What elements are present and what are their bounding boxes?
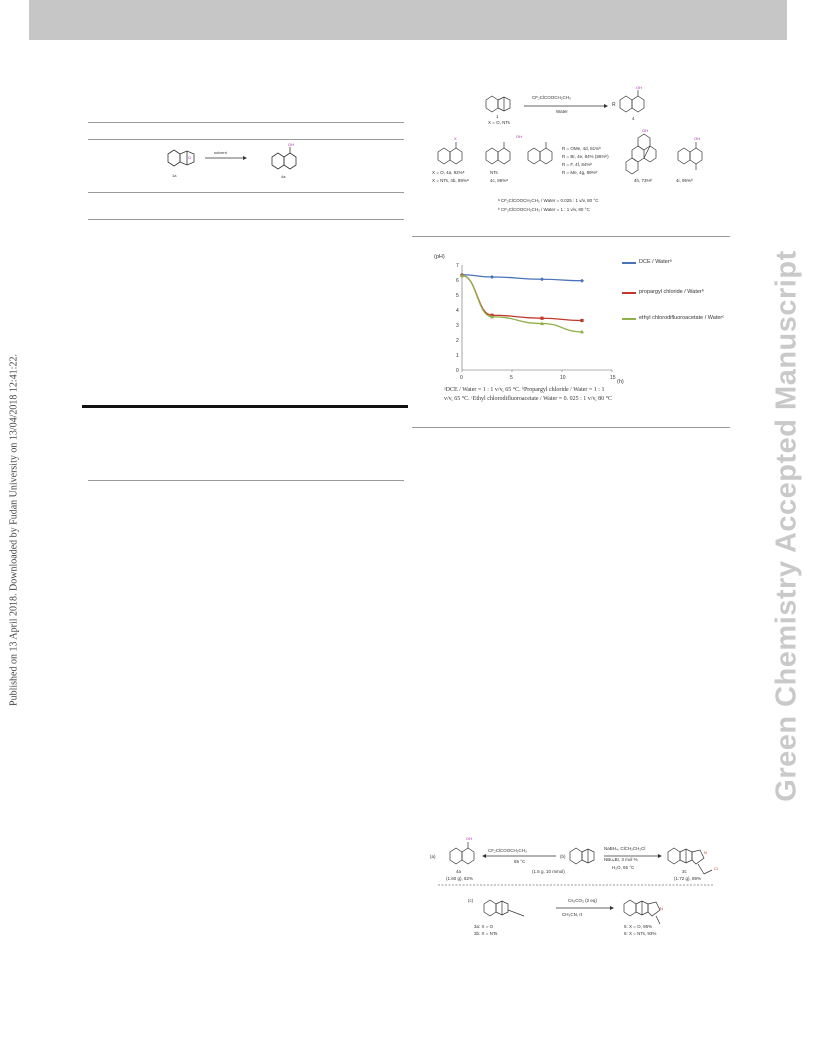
series-line	[461, 274, 583, 322]
x-tick-label: 10	[560, 375, 566, 381]
y-axis-label: (pH)	[434, 254, 445, 260]
item-4g: R = Me, 4g, 89%ᵇ	[562, 170, 598, 175]
item-4a: X = O, 4a, 92%ᵃ	[432, 170, 465, 175]
product-4a: 4a	[456, 869, 462, 874]
product-label: 4a	[281, 174, 286, 179]
table-scheme: O 1a solvent OH 4a	[167, 142, 297, 179]
prod2-a: 5: X = O, 95%	[624, 924, 652, 929]
cond2-bot: CH₃CN, rt	[562, 912, 583, 917]
footnote-a: ᵃ CF₂ClCOOCH₂CH₃ / Water = 0.025 : 1 v/v…	[498, 198, 599, 203]
figure-top-rule	[412, 236, 730, 237]
cond-right-mid: NBu₄Br, 3 mol %	[604, 857, 638, 862]
footnote-b: ᵇ CF₂ClCOOCH₂CH₃ / Water = 1 : 1 v/v, 80…	[498, 207, 590, 212]
y-tick-label: 5	[456, 293, 459, 299]
item-4d: R = OMe, 4d, 81%ᵇ	[562, 146, 601, 151]
reagent-left-top: CF₂ClCOOCH₂CH₃	[488, 848, 527, 853]
svg-text:OH: OH	[288, 142, 294, 147]
svg-text:OH: OH	[694, 136, 700, 141]
y-tick-label: 2	[456, 338, 459, 344]
x-tick-label: 0	[460, 375, 463, 381]
table-thick-rule	[82, 405, 408, 408]
reagent-top: CF₂ClCOOCH₂CH₃	[532, 95, 571, 100]
data-point	[540, 316, 544, 320]
label-b: (b)	[560, 854, 566, 859]
y-tick-label: 0	[456, 368, 459, 374]
data-point	[490, 275, 494, 279]
svg-text:X: X	[454, 136, 457, 141]
legend-label: DCE / Waterᵃ	[639, 259, 672, 265]
reagent-bottom: Water	[556, 109, 568, 114]
svg-text:OH: OH	[636, 86, 642, 90]
prod2-b: 6: X = NTs, 93%	[624, 931, 656, 936]
legend-swatch	[622, 318, 636, 320]
svg-text:O: O	[188, 155, 191, 160]
figure-bottom-rule	[412, 427, 730, 428]
item-4h: 4h, 73%ᵇ	[634, 178, 653, 183]
ph-chart: (pH) (h) 0 1 2 3 4 5 6 7 0 5 10 15	[434, 254, 624, 385]
cond-right-bot: H₂O, 65 °C	[612, 865, 635, 870]
table-rule-4	[88, 219, 404, 220]
chart-caption-2: v/v, 65 °C. ᶜEthyl chlorodifluoroacetate…	[444, 396, 612, 402]
label-a: (a)	[430, 854, 436, 859]
scale-label: (1.5 g, 10 mmol)	[532, 869, 565, 874]
item-4i: 4i, 95%ᵇ	[676, 178, 693, 183]
data-point	[460, 273, 464, 278]
reagent-left-mid: 65 °C	[514, 859, 526, 864]
gram-scale-scheme: OH N Cl N (a) CF₂ClCOOCH₂CH₃ 65 °C 4a (1…	[430, 836, 718, 936]
item-4c: 4c, 86%ᵃ	[490, 178, 508, 183]
legend-label: ethyl chlorodifluoroacetate / Waterᶜ	[639, 315, 725, 321]
data-point	[540, 277, 544, 282]
yield-3c: (1.72 g), 89%	[674, 876, 701, 881]
x-tick-label: 5	[510, 375, 513, 381]
series-line	[461, 274, 583, 333]
y-tick-label: 7	[456, 263, 459, 269]
svg-text:OH: OH	[642, 128, 648, 133]
cond-right-top: NaBH₄, ClCH₂CH₂Cl	[604, 846, 645, 851]
x-axis-label: (h)	[617, 379, 624, 385]
svg-text:R: R	[612, 102, 616, 108]
svg-text:OH: OH	[516, 134, 522, 139]
legend-label: propargyl chloride / Waterᵇ	[639, 289, 704, 295]
product-number: 4	[632, 116, 635, 121]
table-rule-3	[88, 192, 404, 193]
svg-text:Cl: Cl	[714, 866, 718, 871]
sm-label: 1a	[172, 173, 177, 178]
data-point	[580, 329, 584, 334]
table-top-rule	[88, 122, 404, 123]
y-tick-label: 3	[456, 323, 459, 329]
yield-4a: (1.60 g), 82%	[446, 876, 473, 881]
data-point	[580, 278, 584, 283]
svg-text:OH: OH	[466, 836, 472, 841]
item-4b: X = NTs, 4b, 89%ᵃ	[432, 178, 469, 183]
svg-text:N: N	[660, 906, 663, 911]
series-line	[461, 274, 583, 282]
reagent-label: solvent	[214, 150, 228, 155]
item-4e: R = Br, 4e, 84% (86%ᵇ)	[562, 154, 609, 159]
y-tick-label: 6	[456, 278, 459, 284]
cond2-top: Cs₂CO₃ (2 eq)	[568, 898, 597, 903]
y-tick-label: 4	[456, 308, 459, 314]
substrate-scope-scheme: OH OH OH X OH R CF₂ClCOOCH₂CH₃ Water X =…	[432, 86, 703, 212]
data-point	[490, 314, 494, 319]
legend-swatch	[622, 262, 636, 264]
item-4f: R = F, 4f, 84%ᵇ	[562, 162, 592, 167]
legend-swatch	[622, 292, 636, 294]
item-nts: NTs	[490, 170, 498, 175]
x-tick-label: 15	[610, 375, 616, 381]
table-bottom-rule	[88, 480, 404, 481]
label-c: (c)	[468, 898, 474, 903]
product-3c: 3c	[682, 869, 688, 874]
sm2-b: 3b: X = NTs	[474, 931, 498, 936]
svg-text:N: N	[704, 850, 707, 855]
table-header-rule	[88, 139, 404, 140]
sm2-a: 3a: X = O	[474, 924, 494, 929]
sm-number: 1	[496, 114, 499, 119]
chart-caption-1: ᵃDCE / Water = 1 : 1 v/v, 65 °C. ᵇPropar…	[444, 387, 605, 393]
y-tick-label: 1	[456, 353, 459, 359]
sm-x-label: X = O, NTs	[488, 120, 511, 125]
data-point	[580, 318, 584, 323]
header-bar	[29, 0, 787, 40]
data-point	[540, 321, 544, 326]
